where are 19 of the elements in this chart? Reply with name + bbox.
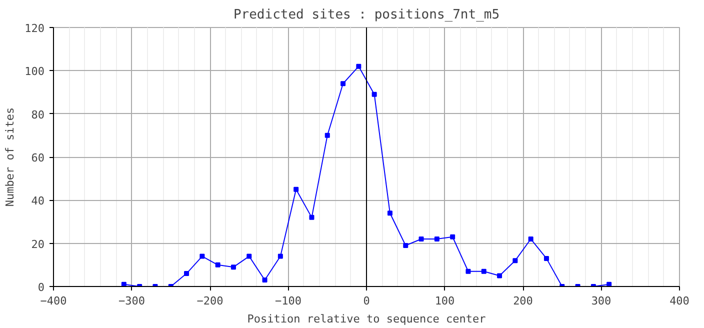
x-axis-title: Position relative to sequence center (247, 312, 486, 326)
x-tick-label: −300 (118, 294, 146, 308)
x-tick-label: 400 (670, 294, 690, 308)
y-tick-label: 40 (31, 194, 45, 208)
x-tick-label: −400 (40, 294, 67, 308)
y-tick-label: 60 (31, 152, 45, 164)
x-tick-label: 100 (434, 294, 455, 308)
x-tick-label: 300 (591, 294, 612, 308)
chart-title: Predicted sites : positions_7nt_m5 (233, 8, 500, 22)
y-tick-label: 120 (24, 22, 45, 35)
y-tick-label: 80 (31, 108, 45, 122)
x-tick-label: −100 (275, 294, 302, 308)
x-tick-label: −200 (196, 294, 224, 308)
y-axis-title: Number of sites (4, 107, 17, 207)
y-tick-label: 20 (31, 238, 45, 251)
x-tick-label: 0 (363, 294, 370, 308)
y-tick-label: 0 (38, 281, 44, 294)
y-tick-label: 100 (24, 65, 45, 78)
x-tick-label: 200 (513, 294, 533, 308)
